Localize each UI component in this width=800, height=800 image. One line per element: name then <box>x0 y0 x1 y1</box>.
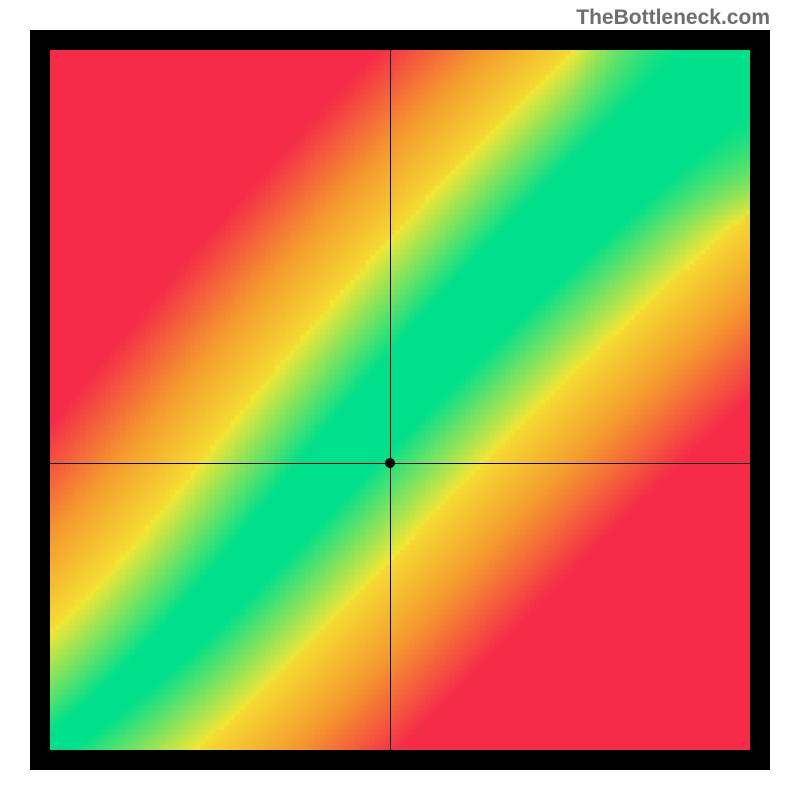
heatmap-canvas <box>50 50 750 750</box>
crosshair-horizontal <box>50 463 750 464</box>
crosshair-vertical <box>390 50 391 750</box>
crosshair-dot <box>385 458 395 468</box>
watermark-text: TheBottleneck.com <box>576 6 770 30</box>
chart-frame <box>30 30 770 770</box>
